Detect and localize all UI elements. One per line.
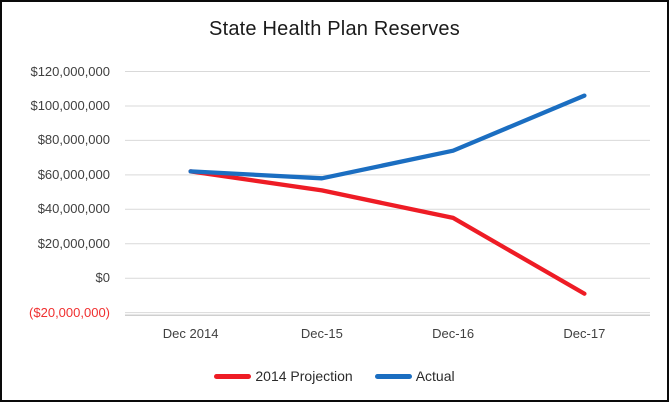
series-line-actual <box>188 93 587 181</box>
legend-label: 2014 Projection <box>255 368 353 384</box>
y-tick-label: $60,000,000 <box>37 166 110 182</box>
x-tick-label: Dec-15 <box>300 326 343 341</box>
chart-title: State Health Plan Reserves <box>209 18 460 40</box>
y-tick-label: $40,000,000 <box>37 201 110 217</box>
legend-swatch-icon <box>374 373 412 379</box>
y-tick-label: $20,000,000 <box>37 235 110 251</box>
y-tick-label: $120,000,000 <box>30 63 110 79</box>
x-tick-label: Dec 2014 <box>162 326 219 341</box>
legend: 2014 Projection Actual <box>2 368 667 384</box>
y-tick-label: $0 <box>95 270 110 286</box>
legend-label: Actual <box>415 368 455 384</box>
legend-item-actual: Actual <box>374 368 455 384</box>
x-tick-label: Dec-17 <box>563 326 606 341</box>
y-tick-label: $80,000,000 <box>37 132 110 148</box>
x-tick-label: Dec-16 <box>432 326 475 341</box>
legend-item-2014-projection: 2014 Projection <box>214 368 353 384</box>
y-tick-label: ($20,000,000) <box>29 304 110 320</box>
legend-swatch-icon <box>214 373 252 379</box>
y-tick-label: $100,000,000 <box>30 97 110 113</box>
series-line-2014-projection <box>188 169 587 296</box>
